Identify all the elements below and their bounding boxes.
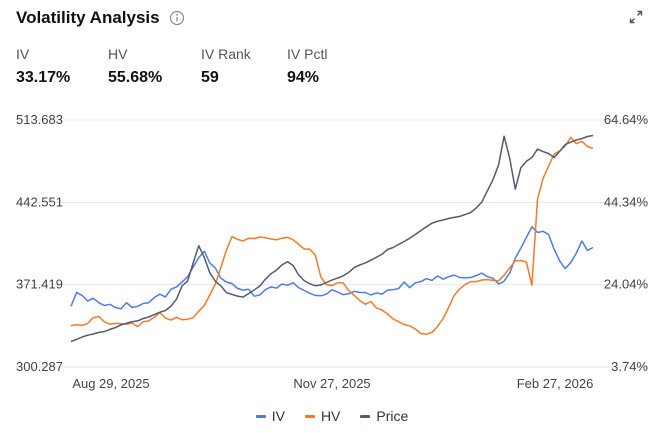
stat-value: 59 [201, 69, 219, 86]
info-icon[interactable] [169, 10, 185, 26]
y-left-tick-label: 513.683 [16, 112, 63, 127]
series-hv-line [70, 136, 594, 336]
x-tick-label: Feb 27, 2026 [517, 376, 594, 391]
x-tick-label: Nov 27, 2025 [293, 376, 370, 391]
x-tick-label: Aug 29, 2025 [72, 376, 149, 391]
y-right-tick-label: 44.34% [604, 194, 649, 209]
legend-label: HV [320, 408, 341, 424]
widget-header: Volatility Analysis [16, 6, 185, 30]
stat-iv: IV 33.17% [16, 46, 108, 87]
stat-iv-pctl: IV Pctl 94% [287, 46, 377, 87]
widget-title: Volatility Analysis [16, 8, 160, 27]
legend-label: IV [271, 408, 285, 424]
legend-swatch-hv [304, 414, 315, 418]
stat-value: 55.68% [108, 69, 163, 86]
legend-item-price[interactable]: Price [360, 408, 408, 424]
stat-hv: HV 55.68% [108, 46, 201, 87]
legend-item-hv[interactable]: HV [304, 408, 341, 424]
stat-label: IV Pctl [287, 46, 328, 62]
y-left-tick-label: 300.287 [16, 359, 63, 374]
stat-value: 33.17% [16, 69, 71, 86]
series-price-line [70, 134, 594, 343]
legend-item-iv[interactable]: IV [255, 408, 285, 424]
chart-legend: IV HV Price [0, 408, 664, 424]
legend-swatch-iv [255, 414, 266, 418]
stat-label: IV [16, 46, 30, 62]
stats-row: IV 33.17% HV 55.68% IV Rank 59 IV Pctl 9… [16, 46, 377, 87]
stat-label: IV Rank [201, 46, 251, 62]
series-iv-line [70, 226, 594, 310]
volatility-chart[interactable]: 513.683 442.551 371.419 300.287 64.64% 44.34%… [0, 0, 664, 400]
stat-value: 94% [287, 69, 320, 86]
y-left-tick-label: 442.551 [16, 194, 63, 209]
y-right-tick-label: 24.04% [604, 277, 649, 292]
stat-label: HV [108, 46, 128, 62]
expand-icon[interactable] [628, 9, 644, 25]
stat-iv-rank: IV Rank 59 [201, 46, 287, 87]
y-right-tick-label: 3.74% [611, 359, 648, 374]
legend-label: Price [376, 408, 409, 424]
legend-swatch-price [360, 414, 371, 418]
y-right-tick-label: 64.64% [604, 112, 649, 127]
y-left-tick-label: 371.419 [16, 277, 63, 292]
